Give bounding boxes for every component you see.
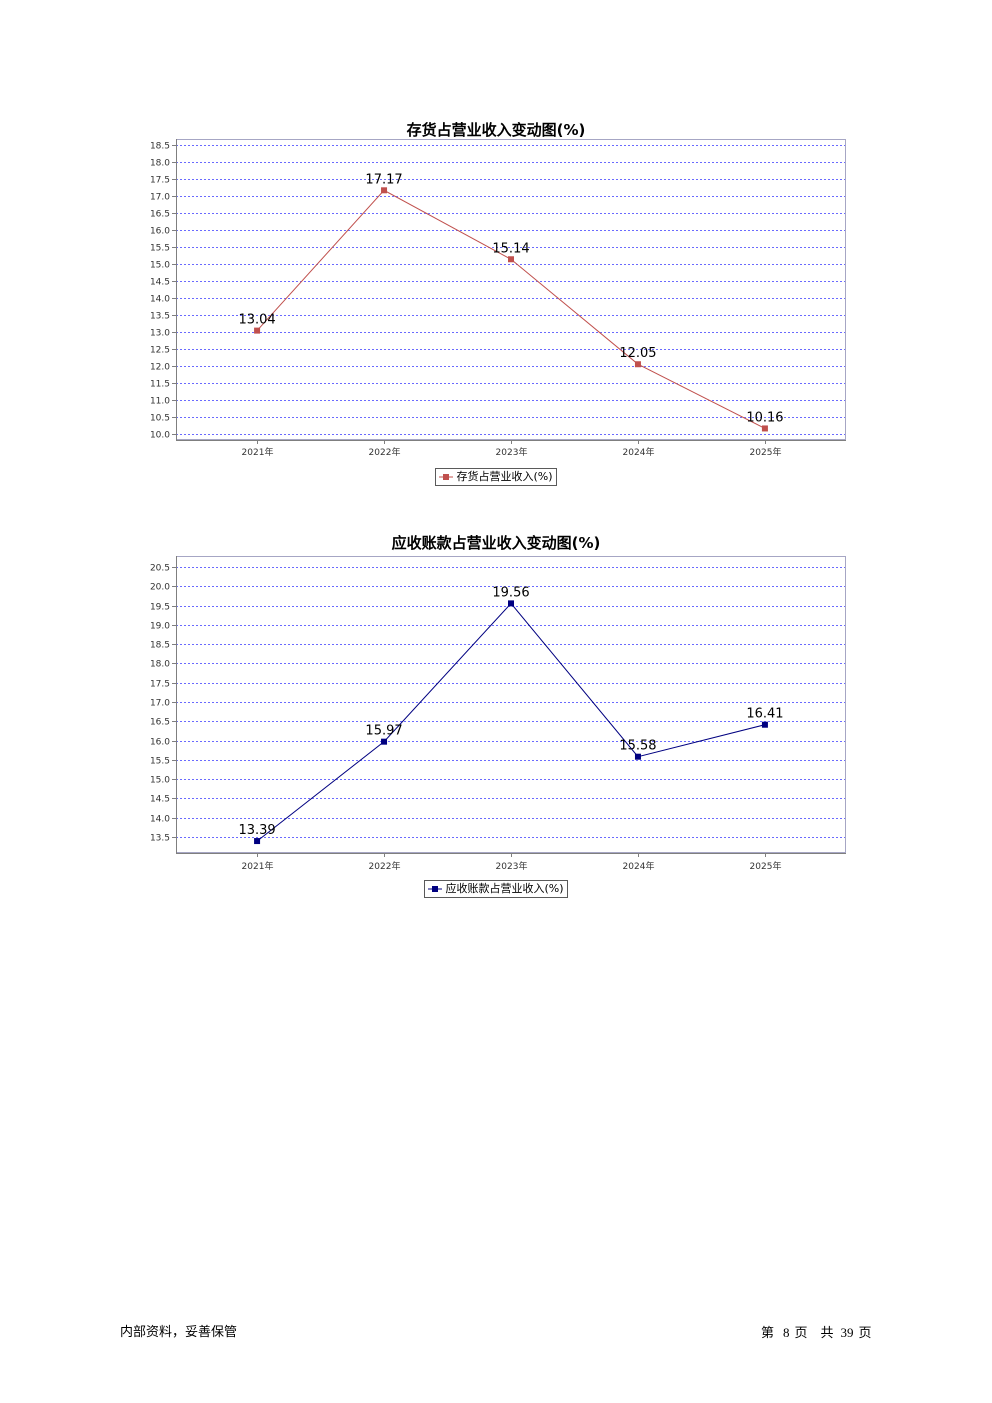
- data-point-marker: [508, 600, 514, 607]
- y-tick-label: 15.0: [150, 776, 170, 786]
- y-tick-label: 15.5: [150, 757, 170, 767]
- legend-series-marker-icon: [439, 474, 454, 480]
- x-tick-label: 2024年: [623, 446, 655, 458]
- y-tick-label: 13.5: [150, 312, 170, 322]
- footer-confidential-note: 内部资料，妥善保管: [120, 1325, 238, 1340]
- total-suffix: 页: [858, 1326, 872, 1341]
- data-point-marker: [634, 753, 641, 760]
- legend-label: 应收账款占营业收入(%): [445, 882, 564, 895]
- chart-legend: 存货占营业收入(%): [435, 468, 557, 486]
- data-label: 12.05: [619, 346, 656, 361]
- data-label: 16.41: [746, 707, 783, 722]
- y-tick-label: 14.5: [150, 795, 170, 805]
- y-tick-label: 13.0: [150, 329, 170, 339]
- footer-page-counter: 第 8 页共 39 页: [761, 1325, 872, 1342]
- total-pages: 39: [840, 1325, 854, 1340]
- y-tick-label: 10.0: [150, 431, 170, 441]
- y-tick-label: 19.5: [150, 603, 170, 613]
- y-tick-label: 19.0: [150, 622, 170, 632]
- data-point-marker: [508, 256, 514, 263]
- y-tick-label: 15.5: [150, 244, 170, 254]
- inventory-to-revenue-chart: 存货占营业收入变动图(%) 10.0 10.5 11.0 11.5 12.0 12.5 13…: [0, 115, 992, 490]
- x-tick-label: 2025年: [750, 446, 782, 458]
- data-label: 13.04: [238, 313, 275, 328]
- data-label: 13.39: [238, 823, 275, 838]
- y-tick-label: 20.0: [150, 583, 170, 593]
- line-plot: 13.5 14.0 14.5 15.0 15.5 16.0 16.5 17.0 17.5 18.0…: [150, 556, 846, 872]
- y-tick-label: 17.5: [150, 176, 170, 186]
- legend-label: 存货占营业收入(%): [456, 470, 553, 483]
- x-tick-label: 2025年: [750, 860, 782, 872]
- legend-square: [443, 474, 450, 480]
- y-tick-label: 18.5: [150, 142, 170, 152]
- x-tick-label: 2023年: [496, 860, 528, 872]
- y-tick-label: 20.5: [150, 564, 170, 574]
- x-tick-label: 2024年: [623, 860, 655, 872]
- x-tick-label: 2022年: [369, 446, 401, 458]
- plot-background: [176, 139, 846, 440]
- y-tick-label: 11.5: [150, 380, 170, 390]
- legend-series-marker-icon: [428, 886, 443, 892]
- chart-title: 存货占营业收入变动图(%): [406, 121, 586, 139]
- y-tick-label: 18.0: [150, 660, 170, 670]
- y-tick-label: 13.5: [150, 834, 170, 844]
- data-label: 17.17: [365, 172, 402, 187]
- legend-area: 应收账款占营业收入(%): [0, 878, 992, 898]
- data-point-marker: [761, 425, 768, 432]
- data-point-marker: [761, 721, 768, 728]
- data-label: 10.16: [746, 410, 783, 425]
- y-tick-label: 18.0: [150, 159, 170, 169]
- total-prefix: 共: [820, 1326, 834, 1341]
- y-tick-label: 17.5: [150, 680, 170, 690]
- data-point-marker: [381, 738, 388, 745]
- line-plot: 10.0 10.5 11.0 11.5 12.0 12.5 13.0 13.5 14.0 14.5…: [150, 139, 846, 458]
- x-tick-label: 2023年: [496, 446, 528, 458]
- legend-area: 存货占营业收入(%): [0, 466, 992, 486]
- y-tick-label: 12.0: [150, 363, 170, 373]
- y-tick-label: 16.5: [150, 210, 170, 220]
- y-tick-label: 16.0: [150, 738, 170, 748]
- data-point-marker: [634, 361, 641, 368]
- y-tick-label: 17.0: [150, 699, 170, 709]
- data-label: 15.58: [619, 739, 656, 754]
- receivables-to-revenue-chart: 应收账款占营业收入变动图(%) 13.5 14.0 14.5 15.0 15.5 16.0…: [0, 528, 992, 903]
- data-point-marker: [254, 838, 261, 845]
- x-tick-label: 2021年: [242, 446, 274, 458]
- data-label: 19.56: [492, 585, 529, 600]
- y-tick-label: 16.0: [150, 227, 170, 237]
- page-suffix: 页: [794, 1326, 808, 1341]
- y-tick-label: 14.5: [150, 278, 170, 288]
- x-tick-label: 2021年: [242, 860, 274, 872]
- page-number: 8: [783, 1325, 790, 1340]
- y-tick-label: 18.5: [150, 641, 170, 651]
- page-prefix: 第: [761, 1326, 775, 1341]
- y-tick-label: 14.0: [150, 295, 170, 305]
- data-point-marker: [381, 187, 388, 194]
- y-tick-label: 12.5: [150, 346, 170, 356]
- chart-legend: 应收账款占营业收入(%): [424, 880, 568, 898]
- x-tick-label: 2022年: [369, 860, 401, 872]
- y-tick-label: 14.0: [150, 815, 170, 825]
- data-label: 15.14: [492, 241, 529, 256]
- y-tick-label: 10.5: [150, 414, 170, 424]
- y-tick-label: 11.0: [150, 397, 170, 407]
- y-tick-label: 17.0: [150, 193, 170, 203]
- legend-square: [432, 886, 439, 892]
- data-label: 15.97: [365, 724, 402, 739]
- y-tick-label: 16.5: [150, 718, 170, 728]
- data-point-marker: [254, 327, 261, 334]
- y-tick-label: 15.0: [150, 261, 170, 271]
- chart-title: 应收账款占营业收入变动图(%): [391, 534, 601, 552]
